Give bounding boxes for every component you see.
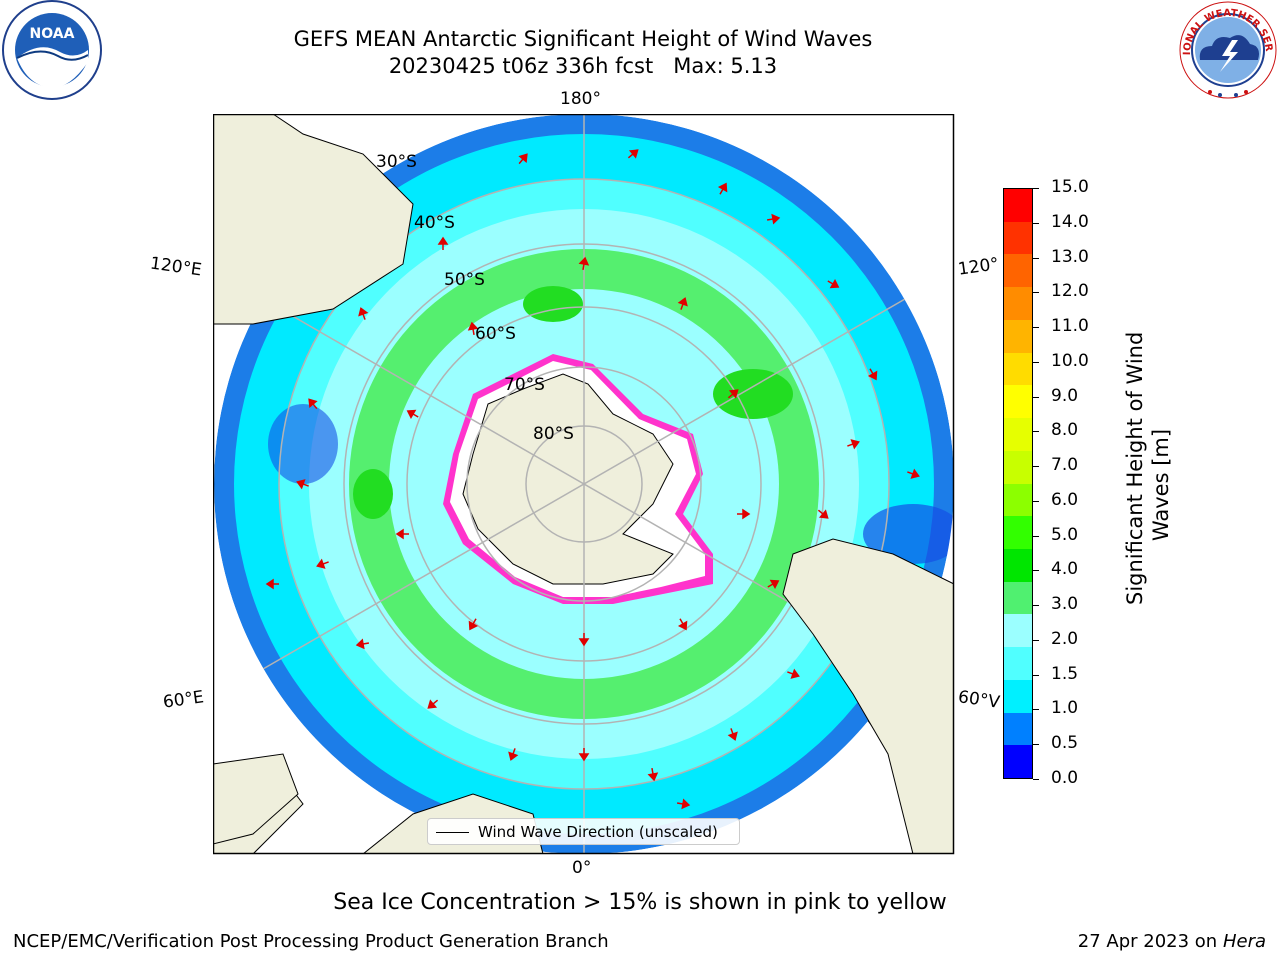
- colorbar-segment: [1004, 287, 1032, 321]
- colorbar-tick-mark: [1033, 188, 1039, 189]
- colorbar-tick-label: 4.0: [1051, 559, 1079, 580]
- colorbar-tick-mark: [1033, 500, 1039, 502]
- colorbar-tick-mark: [1033, 361, 1039, 363]
- colorbar-tick-label: 11.0: [1051, 316, 1089, 337]
- colorbar-segment: [1004, 745, 1032, 779]
- colorbar-ticks: 15.0 14.0 13.0 12.0 11.0 10.0 9.0 8.0 7.0 6.0 5.0 4…: [1033, 177, 1093, 788]
- colorbar-title-line2: Waves [m]: [1149, 428, 1173, 542]
- colorbar-tick-label: 0.0: [1051, 768, 1079, 788]
- colorbar-tick-label: 10.0: [1051, 350, 1089, 371]
- colorbar-segment: [1004, 548, 1032, 583]
- noaa-logo-text: NOAA: [30, 26, 75, 42]
- colorbar-tick-label: 9.0: [1051, 385, 1079, 406]
- polar-map: [213, 114, 955, 855]
- colorbar-segment: [1004, 352, 1032, 386]
- colorbar-segment: [1004, 319, 1032, 354]
- map-legend: Wind Wave Direction (unscaled): [427, 818, 740, 845]
- colorbar-tick-mark: [1033, 639, 1039, 641]
- colorbar-tick-label: 1.0: [1051, 698, 1079, 719]
- colorbar-title: Significant Height of Wind Waves [m]: [1122, 331, 1174, 605]
- colorbar-title-line1: Significant Height of Wind: [1123, 331, 1147, 605]
- colorbar-tick-label: 3.0: [1051, 594, 1079, 615]
- colorbar-tick-mark: [1033, 570, 1039, 572]
- legend-label: Wind Wave Direction (unscaled): [478, 823, 718, 841]
- lon-label-120w: 120°: [956, 254, 1001, 280]
- colorbar-tick-mark: [1033, 257, 1039, 259]
- colorbar-tick-label: 2.0: [1051, 628, 1079, 649]
- colorbar-tick-label: 1.5: [1051, 663, 1079, 684]
- colorbar-tick-mark: [1033, 709, 1039, 711]
- lon-label-60w: 60°V: [956, 687, 1001, 713]
- lat-label-70s: 70°S: [504, 375, 545, 395]
- map-title: GEFS MEAN Antarctic Significant Height o…: [293, 27, 873, 51]
- colorbar-tick-mark: [1033, 396, 1039, 398]
- nws-logo: NATIONAL WEATHER SERVICE: [1176, 0, 1277, 99]
- lat-label-40s: 40°S: [414, 213, 455, 233]
- colorbar-tick-mark: [1033, 674, 1039, 676]
- colorbar-segment: [1004, 450, 1032, 484]
- legend-line: [436, 832, 469, 833]
- colorbar-segment: [1004, 712, 1032, 746]
- colorbar-tick-mark: [1033, 222, 1039, 224]
- colorbar-tick-label: 13.0: [1051, 246, 1089, 267]
- colorbar-tick-label: 15.0: [1051, 177, 1089, 197]
- colorbar-segment: [1004, 189, 1032, 223]
- lat-label-60s: 60°S: [475, 324, 516, 344]
- sea-ice-caption: Sea Ice Concentration > 15% is shown in …: [333, 890, 947, 915]
- colorbar-tick-label: 5.0: [1051, 524, 1079, 545]
- colorbar-tick-mark: [1033, 744, 1039, 746]
- noaa-logo: NOAA: [2, 0, 102, 100]
- footer-date-text: 27 Apr 2023 on: [1077, 931, 1223, 952]
- colorbar-segment: [1004, 516, 1032, 550]
- colorbar-segment: [1004, 418, 1032, 452]
- footer-machine: Hera: [1222, 931, 1266, 952]
- colorbar-segment: [1004, 221, 1032, 255]
- colorbar-tick-mark: [1033, 431, 1039, 433]
- colorbar-tick-label: 12.0: [1051, 281, 1089, 302]
- colorbar-tick-label: 14.0: [1051, 211, 1089, 232]
- colorbar-tick-mark: [1033, 779, 1039, 780]
- footer-date: 27 Apr 2023 on Hera: [1078, 931, 1266, 952]
- lat-label-30s: 30°S: [376, 152, 417, 172]
- colorbar: [1003, 188, 1033, 779]
- colorbar-segment: [1004, 483, 1032, 517]
- colorbar-segment: [1004, 647, 1032, 681]
- lon-label-60e: 60°E: [161, 687, 206, 713]
- lon-label-120e: 120°E: [148, 253, 203, 281]
- colorbar-segment: [1004, 614, 1032, 648]
- colorbar-tick-label: 0.5: [1051, 733, 1079, 754]
- lat-label-50s: 50°S: [444, 270, 485, 290]
- colorbar-tick-label: 6.0: [1051, 489, 1079, 510]
- colorbar-tick-label: 7.0: [1051, 455, 1079, 476]
- colorbar-segment: [1004, 254, 1032, 288]
- colorbar-tick-mark: [1033, 327, 1039, 329]
- lon-label-180: 180°: [560, 89, 601, 109]
- colorbar-segment: [1004, 581, 1032, 615]
- colorbar-segment: [1004, 679, 1032, 714]
- map-subtitle: 20230425 t06z 336h fcst Max: 5.13: [388, 54, 778, 78]
- colorbar-tick-label: 8.0: [1051, 420, 1079, 441]
- antarctica-land: [462, 373, 674, 585]
- colorbar-tick-mark: [1033, 292, 1039, 294]
- lon-label-0: 0°: [572, 858, 592, 878]
- colorbar-tick-mark: [1033, 535, 1039, 537]
- lat-label-80s: 80°S: [533, 424, 574, 444]
- colorbar-segment: [1004, 385, 1032, 419]
- colorbar-tick-mark: [1033, 466, 1039, 468]
- colorbar-tick-mark: [1033, 605, 1039, 607]
- footer-credit: NCEP/EMC/Verification Post Processing Pr…: [13, 931, 609, 952]
